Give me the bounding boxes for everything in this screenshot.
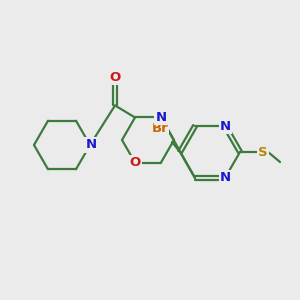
Text: Br: Br <box>152 122 168 136</box>
Text: S: S <box>258 146 268 158</box>
Text: N: N <box>220 172 231 184</box>
Text: N: N <box>155 111 167 124</box>
Text: O: O <box>129 156 141 169</box>
Text: N: N <box>85 139 97 152</box>
Text: N: N <box>220 119 231 133</box>
Text: O: O <box>110 71 121 84</box>
